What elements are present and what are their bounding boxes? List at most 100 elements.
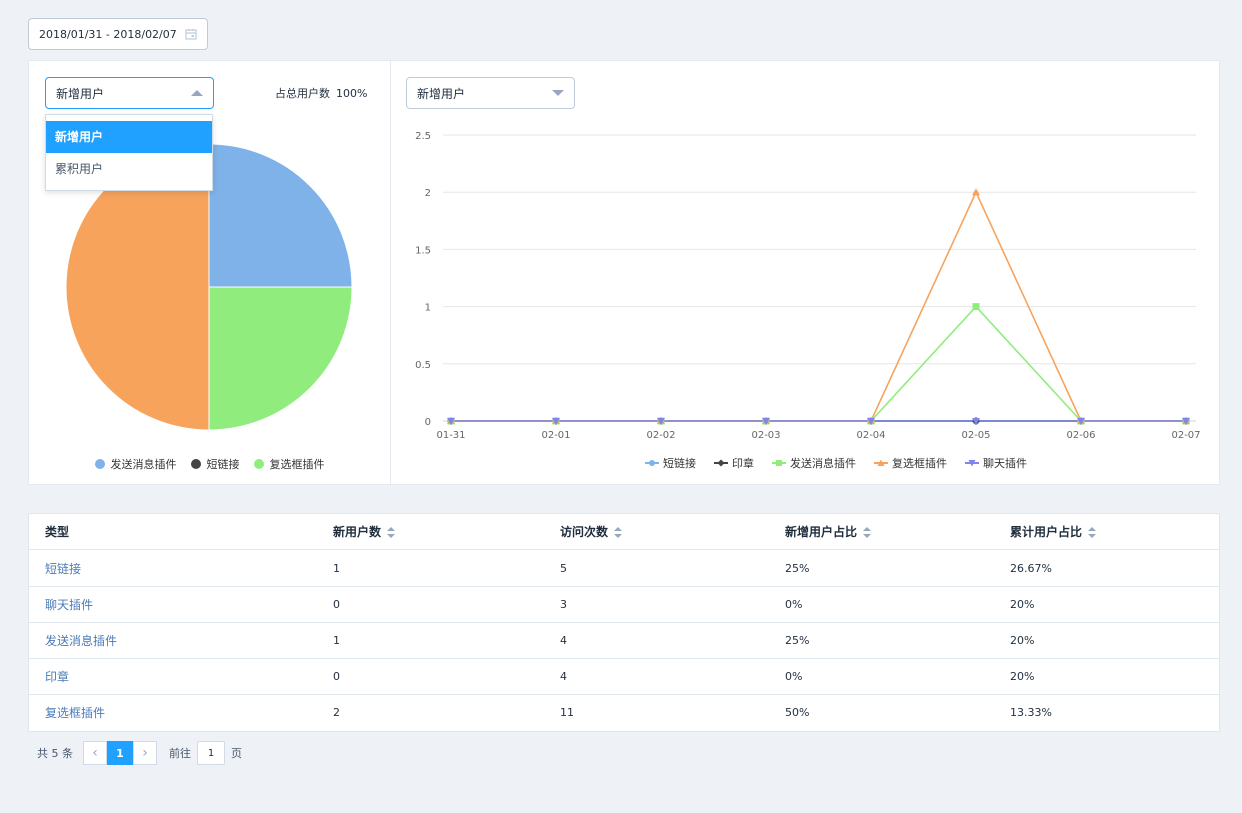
pie-legend-item[interactable]: 短链接 (190, 456, 240, 472)
cell-cum-share: 13.33% (1010, 706, 1052, 719)
table-header-row: 类型 新用户数 访问次数 新增用户占比 累计用户占比 (29, 514, 1219, 550)
data-point[interactable] (447, 418, 455, 425)
sort-icon[interactable] (614, 526, 623, 539)
line-legend-label: 印章 (732, 456, 754, 470)
col-header-cum-share[interactable]: 累计用户占比 (1010, 514, 1097, 550)
type-link[interactable]: 印章 (45, 670, 70, 684)
stats-table: 类型 新用户数 访问次数 新增用户占比 累计用户占比 短链接 1 5 25% 2… (28, 513, 1220, 732)
sort-icon[interactable] (1088, 526, 1097, 539)
col-header-visits[interactable]: 访问次数 (560, 514, 623, 550)
data-point[interactable] (1077, 418, 1085, 425)
col-header-new-users[interactable]: 新用户数 (333, 514, 396, 550)
line-legend-item[interactable]: 印章 (714, 456, 754, 470)
type-link[interactable]: 聊天插件 (45, 598, 94, 612)
line-legend-item[interactable]: 聊天插件 (965, 456, 1027, 470)
pie-legend-label: 短链接 (206, 458, 240, 471)
y-tick-label: 0.5 (415, 360, 431, 371)
type-link[interactable]: 复选框插件 (45, 706, 106, 720)
x-tick-label: 02-01 (541, 430, 570, 441)
cell-new-users: 2 (333, 706, 340, 719)
cell-new-share: 25% (785, 562, 810, 575)
goto-page-input[interactable]: 1 (197, 741, 225, 765)
share-label-text: 占总用户数 (275, 87, 330, 100)
line-legend-item[interactable]: 发送消息插件 (772, 456, 856, 470)
panel-divider (390, 61, 391, 486)
metric-dropdown: 新增用户 累积用户 (45, 114, 213, 191)
page-number-current[interactable]: 1 (107, 741, 133, 765)
table-row: 发送消息插件 1 4 25% 20% (29, 623, 1219, 659)
pie-legend-item[interactable]: 发送消息插件 (94, 456, 177, 472)
col-header-new-share[interactable]: 新增用户占比 (785, 514, 872, 550)
pie-slice[interactable] (208, 143, 353, 288)
data-point[interactable] (762, 418, 770, 425)
col-header-label: 新用户数 (333, 525, 382, 539)
x-tick-label: 02-07 (1171, 430, 1200, 441)
x-tick-label: 02-04 (856, 430, 885, 441)
pie-legend: 发送消息插件 短链接 复选框插件 (29, 456, 390, 472)
cell-new-users: 1 (333, 562, 340, 575)
cell-new-share: 0% (785, 598, 803, 611)
total-count: 共 5 条 (37, 747, 73, 760)
pie-legend-dot (94, 459, 105, 469)
data-point[interactable] (552, 418, 560, 425)
table-row: 聊天插件 0 3 0% 20% (29, 587, 1219, 623)
next-page-button[interactable]: › (133, 741, 157, 765)
x-tick-label: 02-06 (1066, 430, 1095, 441)
type-link[interactable]: 发送消息插件 (45, 634, 118, 648)
table-row: 复选框插件 2 11 50% 13.33% (29, 695, 1219, 731)
cell-visits: 4 (560, 670, 567, 683)
cell-new-share: 25% (785, 634, 810, 647)
charts-card: 新增用户 占总用户数 100% 新增用户 累积用户 发送消息插件 短链接 复选框插… (28, 60, 1220, 486)
pie-select-value: 新增用户 (56, 86, 105, 101)
cell-new-users: 0 (333, 598, 340, 611)
prev-page-button[interactable]: ‹ (83, 741, 107, 765)
cell-cum-share: 20% (1010, 598, 1035, 611)
data-point[interactable] (1182, 418, 1190, 425)
page-suffix: 页 (231, 747, 242, 760)
col-header-type: 类型 (45, 514, 69, 550)
chevron-up-icon (191, 90, 203, 96)
data-point[interactable] (972, 418, 980, 425)
share-value: 100% (336, 87, 368, 100)
pie-legend-dot (190, 459, 201, 469)
pie-metric-select[interactable]: 新增用户 (45, 77, 214, 109)
y-tick-label: 1.5 (415, 245, 431, 256)
y-tick-label: 2.5 (415, 131, 431, 142)
x-tick-label: 02-03 (751, 430, 780, 441)
col-header-label: 累计用户占比 (1010, 525, 1083, 539)
line-legend-label: 复选框插件 (892, 456, 947, 470)
chevron-left-icon: ‹ (92, 745, 98, 761)
line-legend-item[interactable]: 短链接 (645, 456, 696, 470)
col-header-label: 新增用户占比 (785, 525, 858, 539)
dropdown-option-cumulative-users[interactable]: 累积用户 (55, 162, 104, 176)
pie-legend-item[interactable]: 复选框插件 (253, 456, 325, 472)
x-tick-label: 02-05 (961, 430, 990, 441)
pie-legend-label: 发送消息插件 (110, 458, 177, 471)
date-range-text: 2018/01/31 - 2018/02/07 (39, 27, 177, 41)
y-tick-label: 0 (425, 417, 431, 428)
pie-legend-label: 复选框插件 (269, 458, 325, 471)
data-point[interactable] (657, 418, 665, 425)
data-point[interactable] (867, 418, 875, 425)
sort-icon[interactable] (387, 526, 396, 539)
date-range-picker[interactable]: 2018/01/31 - 2018/02/07 (28, 18, 208, 50)
y-tick-label: 1 (425, 303, 431, 314)
data-point[interactable] (972, 188, 980, 196)
pie-legend-dot (253, 459, 264, 469)
y-tick-label: 2 (425, 188, 431, 199)
cell-new-share: 50% (785, 706, 810, 719)
dropdown-option-new-users[interactable]: 新增用户 (46, 121, 212, 153)
pagination: 共 5 条 ‹ 1 › 前往 1 页 (37, 741, 242, 765)
line-legend-label: 聊天插件 (983, 456, 1027, 470)
data-point[interactable] (972, 303, 980, 311)
line-legend-item[interactable]: 复选框插件 (874, 456, 947, 470)
line-metric-select[interactable]: 新增用户 (406, 77, 575, 109)
cell-cum-share: 26.67% (1010, 562, 1052, 575)
sort-icon[interactable] (863, 526, 872, 539)
pie-slice[interactable] (208, 286, 353, 431)
cell-visits: 4 (560, 634, 567, 647)
cell-cum-share: 20% (1010, 670, 1035, 683)
line-legend-label: 短链接 (663, 456, 696, 470)
cell-new-users: 0 (333, 670, 340, 683)
type-link[interactable]: 短链接 (45, 562, 82, 576)
